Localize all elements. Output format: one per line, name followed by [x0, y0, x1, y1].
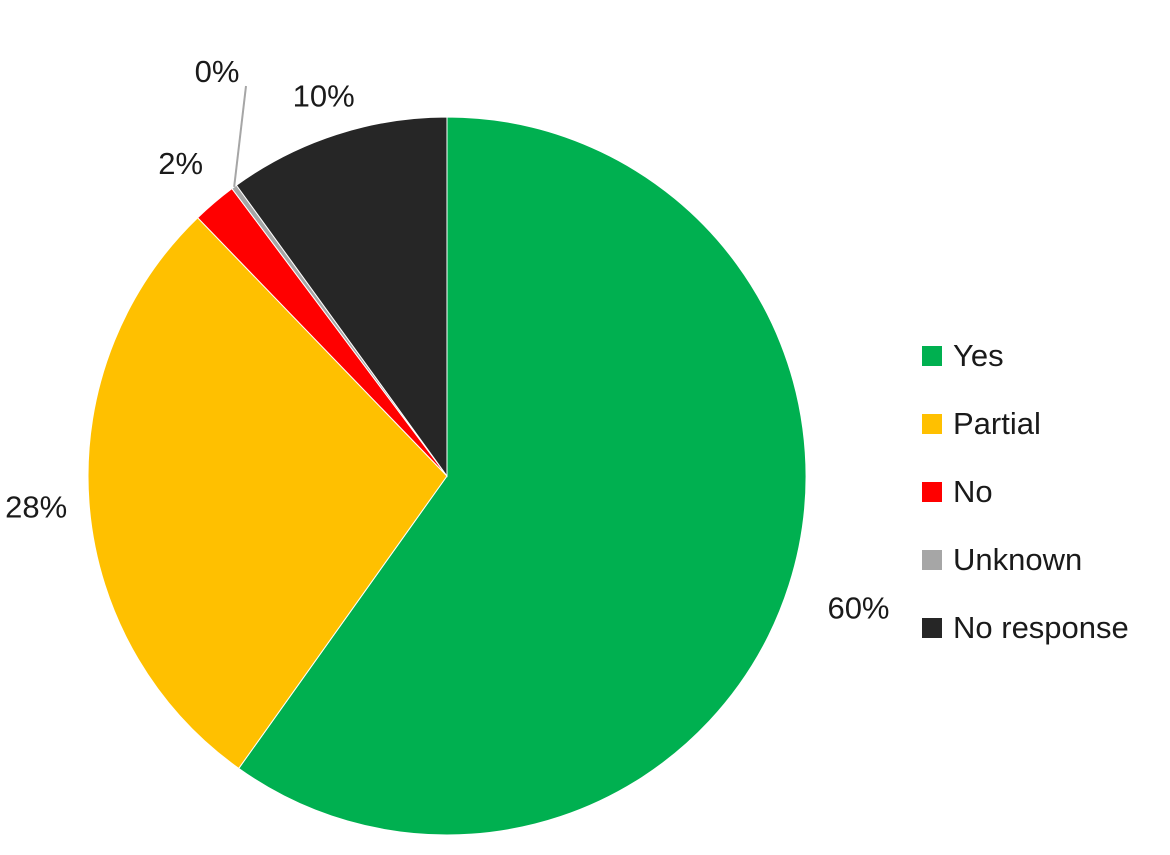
legend-label-no-response: No response — [953, 610, 1129, 645]
legend-label-no: No — [953, 474, 993, 509]
legend-item-partial: Partial — [922, 390, 1129, 458]
pie-slice-partial — [87, 217, 448, 770]
pie-data-labels: 60% 28% 2% 0% 10% — [5, 54, 889, 626]
legend-label-yes: Yes — [953, 338, 1004, 373]
data-label-partial: 28% — [5, 490, 67, 525]
legend-swatch-unknown — [922, 550, 942, 570]
chart-legend: Yes Partial No Unknown No response — [922, 322, 1129, 662]
legend-item-no-response: No response — [922, 594, 1129, 662]
data-label-unknown: 0% — [195, 54, 240, 89]
data-label-yes: 60% — [827, 591, 889, 626]
legend-swatch-no — [922, 482, 942, 502]
legend-item-no: No — [922, 458, 1129, 526]
leader-line-unknown — [233, 85, 247, 188]
legend-swatch-no-response — [922, 618, 942, 638]
data-label-no-response: 10% — [293, 78, 355, 113]
legend-item-yes: Yes — [922, 322, 1129, 390]
legend-label-unknown: Unknown — [953, 542, 1083, 577]
legend-swatch-yes — [922, 346, 942, 366]
legend-item-unknown: Unknown — [922, 526, 1129, 594]
legend-swatch-partial — [922, 414, 942, 434]
pie-slices — [87, 116, 807, 836]
pie-slice-no-response — [235, 116, 448, 478]
pie-slice-yes — [238, 116, 807, 836]
legend-label-partial: Partial — [953, 406, 1041, 441]
data-label-no: 2% — [158, 146, 203, 181]
